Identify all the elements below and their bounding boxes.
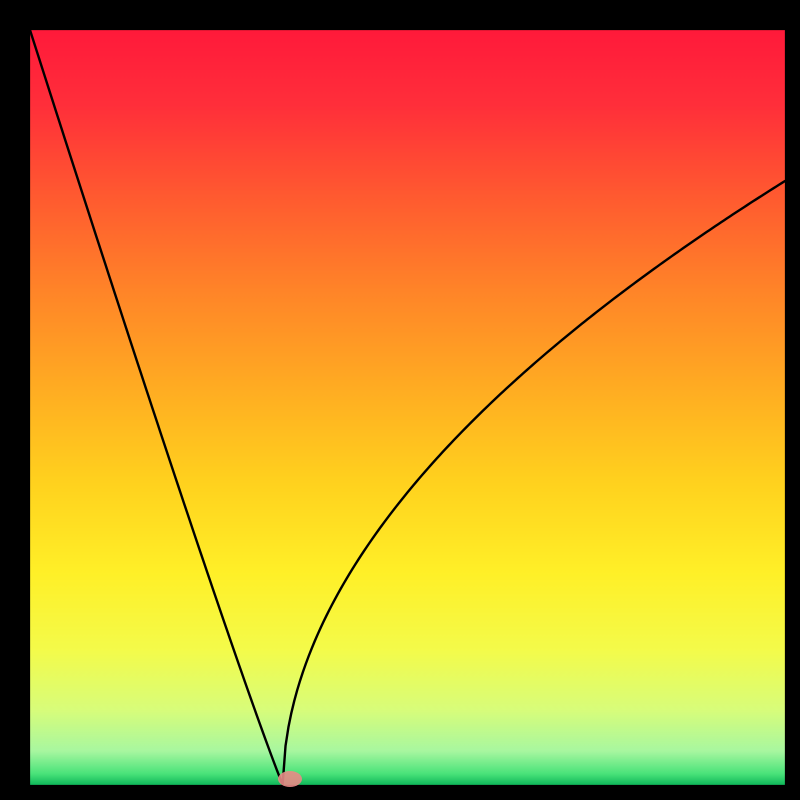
border-left	[0, 0, 30, 800]
border-top	[0, 0, 800, 30]
border-right	[785, 0, 800, 800]
curve-layer	[0, 0, 800, 800]
v-curve	[30, 30, 785, 784]
border-bottom	[0, 785, 800, 800]
chart-stage: TheBottleneck.com	[0, 0, 800, 800]
